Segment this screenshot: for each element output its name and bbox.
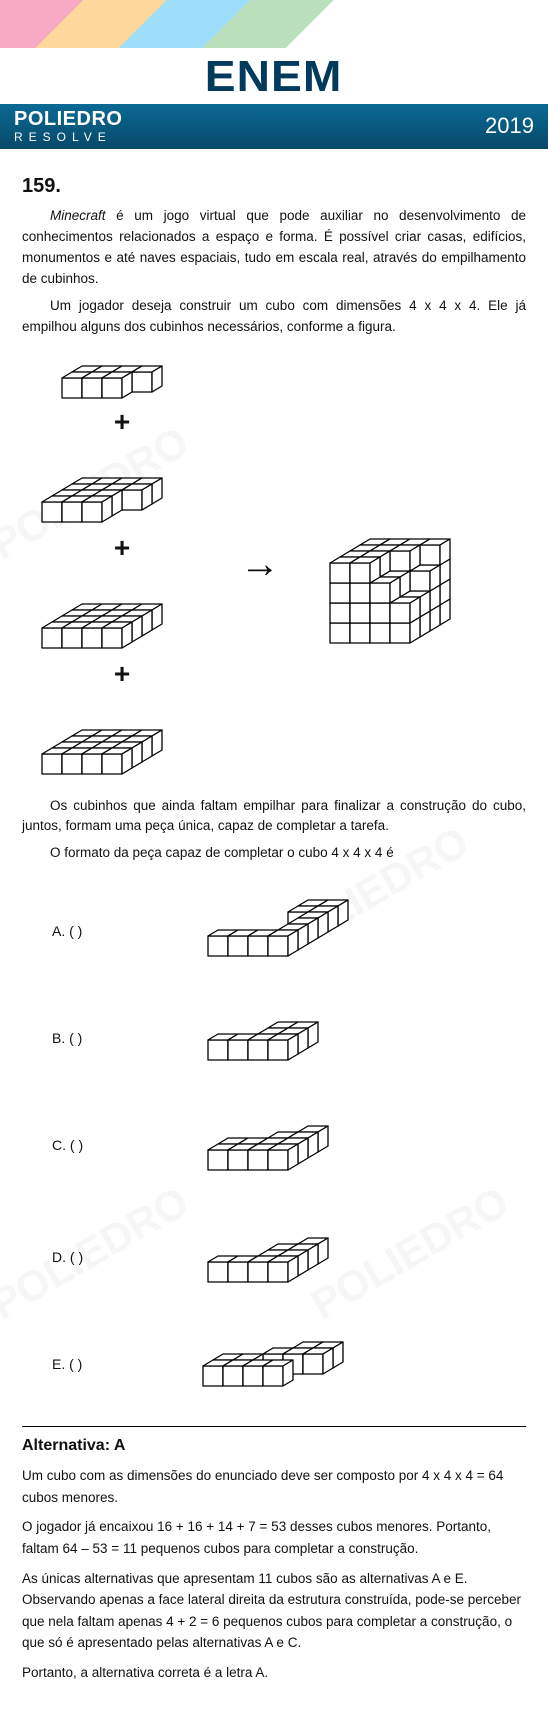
answer-p4: Portanto, a alternativa correta é a letr… [22,1662,526,1684]
layer-diagram-4 [22,692,222,782]
brand-left: POLIEDRO RESOLVE [14,109,122,143]
brand-name: POLIEDRO [14,109,122,129]
option-b: B. ( ) [52,998,526,1078]
exam-year: 2019 [485,113,534,139]
brand-band: POLIEDRO RESOLVE 2019 [0,104,548,149]
brand-sub: RESOLVE [14,131,122,143]
layer-diagram-3 [22,566,222,656]
option-label-b: B. ( ) [52,1030,100,1046]
question-number: 159. [22,175,526,198]
plus-icon: + [114,534,130,562]
options-list: A. ( ) B. ( ) C. ( ) D. ( ) E. ( ) [52,886,526,1404]
option-figure-b [196,998,446,1078]
option-label-a: A. ( ) [52,923,100,939]
question-p1: Minecraft é um jogo virtual que pode aux… [22,206,526,290]
answer-p1: Um cubo com as dimensões do enunciado de… [22,1465,526,1508]
option-label-c: C. ( ) [52,1137,100,1153]
question-p3: Os cubinhos que ainda faltam empilhar pa… [22,796,526,838]
header-decoration [0,0,548,48]
question-p4: O formato da peça capaz de completar o c… [22,843,526,864]
option-figure-d [196,1212,446,1302]
layer-diagram-1 [42,348,202,404]
question-text: Minecraft é um jogo virtual que pode aux… [22,206,526,338]
option-figure-c [196,1100,446,1190]
question-p2: Um jogador deseja construir um cubo com … [22,296,526,338]
diagram-row: + + + → [22,348,526,782]
enem-logo: ENEM [205,52,343,102]
game-title: Minecraft [50,208,106,223]
answer-p3: As únicas alternativas que apresentam 11… [22,1568,526,1654]
option-label-e: E. ( ) [52,1356,100,1372]
layer-diagram-2 [22,440,222,530]
arrow-icon: → [240,542,280,587]
plus-icon: + [114,408,130,436]
diagram-stack: + + + [22,348,222,782]
logo-row: ENEM [0,48,548,104]
option-figure-a [196,886,446,976]
option-label-d: D. ( ) [52,1249,100,1265]
answer-body: Um cubo com as dimensões do enunciado de… [22,1465,526,1683]
answer-p2: O jogador já encaixou 16 + 16 + 14 + 7 =… [22,1516,526,1559]
option-figure-e [191,1324,451,1404]
combined-diagram [312,475,512,655]
answer-title: Alternativa: A [22,1437,526,1455]
plus-icon: + [114,660,130,688]
answer-separator [22,1426,526,1427]
page-body: POLIEDRO POLIEDRO POLIEDRO POLIEDRO 159.… [0,149,548,1732]
question-text-2: Os cubinhos que ainda faltam empilhar pa… [22,796,526,865]
option-e: E. ( ) [52,1324,526,1404]
option-a: A. ( ) [52,886,526,976]
option-d: D. ( ) [52,1212,526,1302]
option-c: C. ( ) [52,1100,526,1190]
